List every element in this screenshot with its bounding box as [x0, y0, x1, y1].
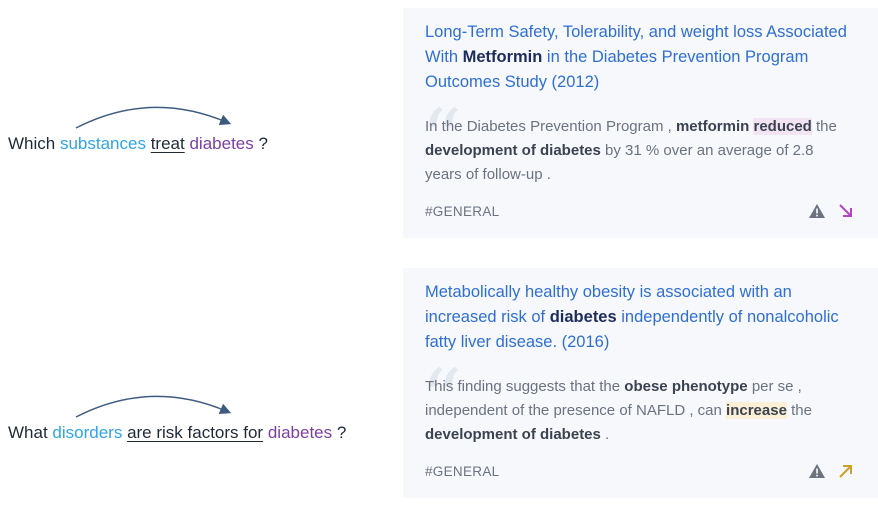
- query-1: Which substances treat diabetes ?: [8, 134, 268, 154]
- query-object[interactable]: diabetes: [189, 134, 254, 153]
- trend-up-arrow-icon: [839, 465, 852, 478]
- query-relation[interactable]: treat: [150, 134, 185, 153]
- card-title[interactable]: Metabolically healthy obesity is associa…: [425, 283, 839, 351]
- query-object[interactable]: diabetes: [267, 423, 333, 442]
- query-prefix: What: [8, 423, 53, 442]
- category-tag[interactable]: #GENERAL: [425, 463, 500, 479]
- highlighted-verb: reduced: [753, 118, 812, 135]
- relation-arc-icon: [75, 106, 232, 129]
- evidence-snippet: In the Diabetes Prevention Program , met…: [425, 118, 837, 183]
- relation-arc-icon: [75, 395, 232, 418]
- warning-triangle-icon[interactable]: [808, 203, 826, 219]
- trend-down-arrow-icon: [839, 204, 852, 217]
- evidence-snippet: This finding suggests that the obese phe…: [425, 378, 812, 443]
- highlighted-verb: increase: [726, 402, 787, 419]
- query-subject[interactable]: substances: [59, 134, 146, 153]
- warning-triangle-icon[interactable]: [808, 463, 826, 479]
- evidence-card-2: Metabolically healthy obesity is associa…: [403, 268, 878, 498]
- card-title[interactable]: Long-Term Safety, Tolerability, and weig…: [425, 23, 847, 91]
- query-2: What disorders are risk factors for diab…: [8, 423, 346, 443]
- query-prefix: Which: [8, 134, 60, 153]
- query-subject[interactable]: disorders: [52, 423, 123, 442]
- query-suffix: ?: [332, 423, 347, 442]
- query-relation[interactable]: are risk factors for: [127, 423, 264, 442]
- evidence-card-1: Long-Term Safety, Tolerability, and weig…: [403, 8, 878, 238]
- query-suffix: ?: [253, 134, 268, 153]
- category-tag[interactable]: #GENERAL: [425, 203, 500, 219]
